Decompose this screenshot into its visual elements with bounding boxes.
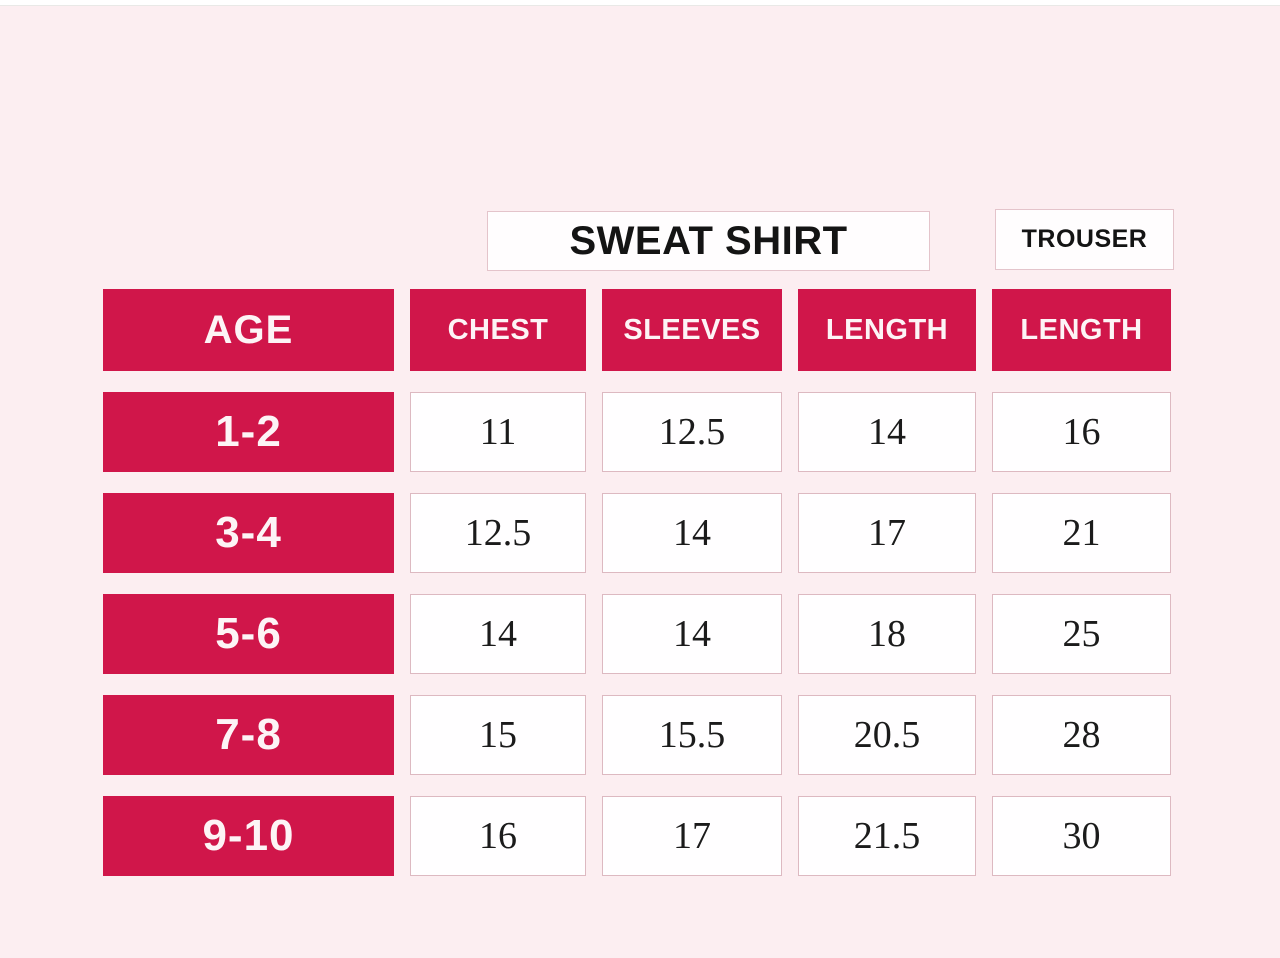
column-header-length: LENGTH: [798, 289, 976, 371]
cell-9-10-sleeves: 17: [602, 796, 782, 876]
trouser-group-header: TROUSER: [995, 209, 1174, 270]
cell-9-10-trouser-length: 30: [992, 796, 1171, 876]
cell-3-4-length: 17: [798, 493, 976, 573]
cell-5-6-sleeves: 14: [602, 594, 782, 674]
cell-7-8-chest: 15: [410, 695, 586, 775]
cell-5-6-trouser-length: 25: [992, 594, 1171, 674]
cell-7-8-length: 20.5: [798, 695, 976, 775]
row-header-age-7-8: 7-8: [103, 695, 394, 775]
size-table: AGE CHEST SLEEVES LENGTH LENGTH 1-2 11 1…: [103, 289, 1171, 876]
column-header-chest: CHEST: [410, 289, 586, 371]
cell-7-8-trouser-length: 28: [992, 695, 1171, 775]
sweat-shirt-group-label: SWEAT SHIRT: [569, 218, 848, 263]
column-header-sleeves: SLEEVES: [602, 289, 782, 371]
cell-9-10-length: 21.5: [798, 796, 976, 876]
trouser-group-label: TROUSER: [1021, 225, 1148, 253]
cell-3-4-trouser-length: 21: [992, 493, 1171, 573]
column-header-age: AGE: [103, 289, 394, 371]
row-header-age-3-4: 3-4: [103, 493, 394, 573]
cell-3-4-chest: 12.5: [410, 493, 586, 573]
row-header-age-9-10: 9-10: [103, 796, 394, 876]
cell-7-8-sleeves: 15.5: [602, 695, 782, 775]
cell-9-10-chest: 16: [410, 796, 586, 876]
column-header-trouser-length: LENGTH: [992, 289, 1171, 371]
row-header-age-1-2: 1-2: [103, 392, 394, 472]
cell-1-2-chest: 11: [410, 392, 586, 472]
top-border-strip: [0, 0, 1280, 6]
cell-1-2-trouser-length: 16: [992, 392, 1171, 472]
cell-3-4-sleeves: 14: [602, 493, 782, 573]
cell-5-6-chest: 14: [410, 594, 586, 674]
row-header-age-5-6: 5-6: [103, 594, 394, 674]
cell-1-2-sleeves: 12.5: [602, 392, 782, 472]
cell-5-6-length: 18: [798, 594, 976, 674]
sweat-shirt-group-header: SWEAT SHIRT: [487, 211, 930, 271]
cell-1-2-length: 14: [798, 392, 976, 472]
